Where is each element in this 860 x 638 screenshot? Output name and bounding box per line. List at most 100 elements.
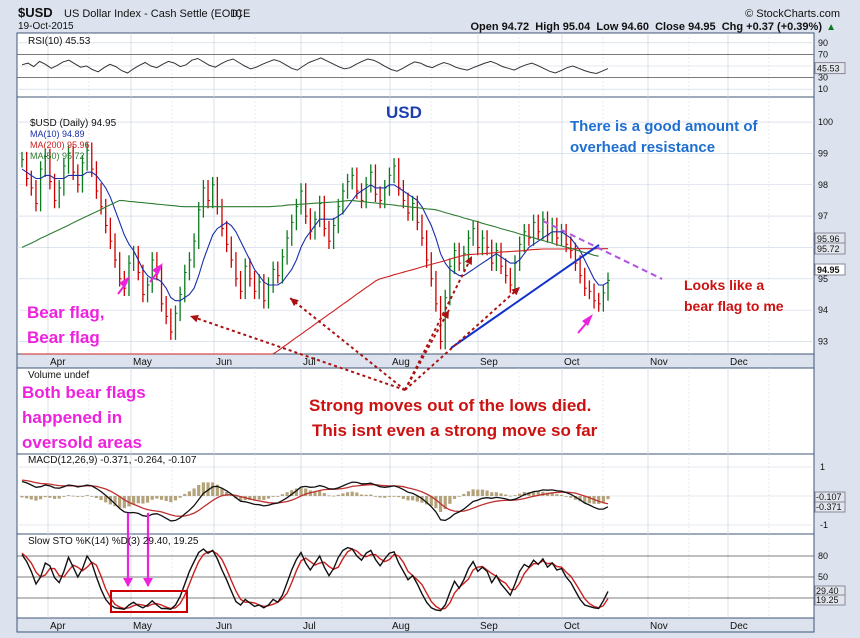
macd-histogram-bar xyxy=(480,489,485,496)
macd-histogram-bar xyxy=(178,496,182,498)
price-legend-usd: $USD (Daily) 94.95 xyxy=(30,118,117,129)
macd-histogram-bar xyxy=(559,494,564,496)
macd-histogram-bar xyxy=(257,496,261,500)
macd-histogram-bar xyxy=(299,487,303,496)
chart-description: US Dollar Index - Cash Settle (EOD) xyxy=(64,8,242,20)
x-tick-label: Sep xyxy=(480,357,498,368)
resistance-note-line1: There is a good amount of xyxy=(570,118,759,135)
macd-histogram-bar xyxy=(504,494,508,496)
sto-y-tick: 50 xyxy=(818,572,828,582)
x-tick-label: Nov xyxy=(650,357,668,368)
oversold-note-line3: oversold areas xyxy=(22,433,142,452)
macd-y-tick: 1 xyxy=(820,462,825,472)
x-tick-label: Jun xyxy=(216,357,232,368)
bear-flag-left-line1: Bear flag, xyxy=(27,303,104,322)
x-tick-label: Jul xyxy=(303,621,316,632)
macd-histogram-bar xyxy=(211,482,215,496)
macd-histogram-bar xyxy=(327,495,331,497)
macd-histogram-bar xyxy=(99,496,103,501)
macd-histogram-bar xyxy=(118,496,122,508)
x-tick-label: Aug xyxy=(392,621,410,632)
x-tick-label: Oct xyxy=(564,357,580,368)
lows-arrowhead xyxy=(464,256,472,265)
rsi-value-box xyxy=(814,62,846,75)
macd-histogram-bar xyxy=(411,496,415,501)
chart-exchange: ICE xyxy=(232,8,250,20)
macd-histogram-bar xyxy=(220,488,224,496)
macd-histogram-bar xyxy=(355,492,359,496)
macd-histogram-bar xyxy=(313,491,317,496)
macd-histogram-bar xyxy=(443,496,447,510)
x-tick-label: May xyxy=(133,621,152,632)
macd-histogram-bar xyxy=(43,496,47,498)
macd-value-label: -0.371 xyxy=(816,502,842,512)
macd-histogram-bar xyxy=(248,496,252,501)
macd-histogram-bar xyxy=(466,491,471,496)
macd-histogram-bar xyxy=(113,496,117,507)
oversold-note-line2: happened in xyxy=(22,408,122,427)
macd-histogram-bar xyxy=(104,496,108,503)
lows-arrowhead xyxy=(190,315,199,323)
macd-histogram-bar xyxy=(262,496,266,501)
macd-histogram-bar xyxy=(122,496,126,509)
macd-histogram-bar xyxy=(34,496,38,501)
rsi-y-tick: 90 xyxy=(818,38,828,48)
quote-summary: Open 94.72 High 95.04 Low 94.60 Close 94… xyxy=(470,21,822,33)
price-y-tick: 93 xyxy=(818,336,828,346)
macd-histogram-bar xyxy=(76,496,80,497)
macd-histogram-bar xyxy=(276,496,280,497)
macd-histogram-bar xyxy=(490,492,494,496)
price-label: 95.72 xyxy=(817,244,840,254)
macd-histogram-bar xyxy=(29,496,33,500)
sto-d-line xyxy=(21,548,609,610)
macd-histogram-bar xyxy=(285,492,289,496)
x-tick-label: Dec xyxy=(730,621,748,632)
macd-histogram-bar xyxy=(369,494,373,496)
volume-panel xyxy=(16,367,815,455)
macd-histogram-bar xyxy=(550,493,554,496)
macd-histogram-bar xyxy=(476,489,480,496)
oversold-note-line1: Both bear flags xyxy=(22,383,146,402)
macd-histogram-bar xyxy=(485,490,489,496)
price-y-tick: 95 xyxy=(818,274,828,284)
price-label: 95.96 xyxy=(817,234,840,244)
macd-legend: MACD(12,26,9) -0.371, -0.264, -0.107 xyxy=(28,455,197,466)
moving-average-ma10 xyxy=(21,168,609,302)
macd-histogram-bar xyxy=(294,488,298,496)
macd-histogram-bar xyxy=(57,496,61,499)
macd-histogram-bar xyxy=(606,496,610,500)
macd-histogram-bar xyxy=(52,496,57,499)
macd-value-box xyxy=(814,501,846,513)
bear-flag-note-line1: Looks like a xyxy=(684,277,764,293)
macd-histogram-bar xyxy=(462,493,466,496)
sto-k-line xyxy=(21,546,609,612)
macd-histogram-bar xyxy=(555,494,559,496)
xaxis-strip-bottom xyxy=(16,617,815,633)
macd-histogram-bar xyxy=(373,496,378,497)
macd-histogram-bar xyxy=(225,491,229,496)
macd-histogram-bar xyxy=(252,496,257,501)
macd-histogram-bar xyxy=(90,496,94,497)
macd-histogram-bar xyxy=(215,484,219,496)
moving-average-ma50 xyxy=(21,199,599,257)
price-y-tick: 94 xyxy=(818,305,828,315)
sto-value-label: 29.40 xyxy=(816,586,839,596)
macd-histogram-bar xyxy=(508,495,512,497)
lows-arrow xyxy=(289,297,406,391)
macd-histogram-bar xyxy=(494,492,498,496)
bear-flag-note-line2: bear flag to me xyxy=(684,298,784,314)
rsi-legend: RSI(10) 45.53 xyxy=(28,36,91,47)
macd-histogram-bar xyxy=(434,496,438,509)
x-tick-label: Jun xyxy=(216,621,232,632)
strong-moves-note-line2: This isnt even a strong move so far xyxy=(312,421,598,440)
axis-labels: Apr May Jun Jul Aug Sep Oct Nov Dec Apr May Jun Jul A… xyxy=(50,38,846,632)
macd-histogram-bar xyxy=(197,484,201,496)
macd-histogram-bar xyxy=(159,496,164,500)
macd-histogram-bar xyxy=(62,496,66,497)
bear-flag-arrowhead-1 xyxy=(119,276,130,288)
macd-histogram-bar xyxy=(322,493,326,496)
macd-histogram-bar xyxy=(350,491,354,496)
chart-date: 19-Oct-2015 xyxy=(18,21,74,32)
volume-legend: Volume undef xyxy=(28,370,89,381)
oversold-highlight-box xyxy=(110,590,188,613)
